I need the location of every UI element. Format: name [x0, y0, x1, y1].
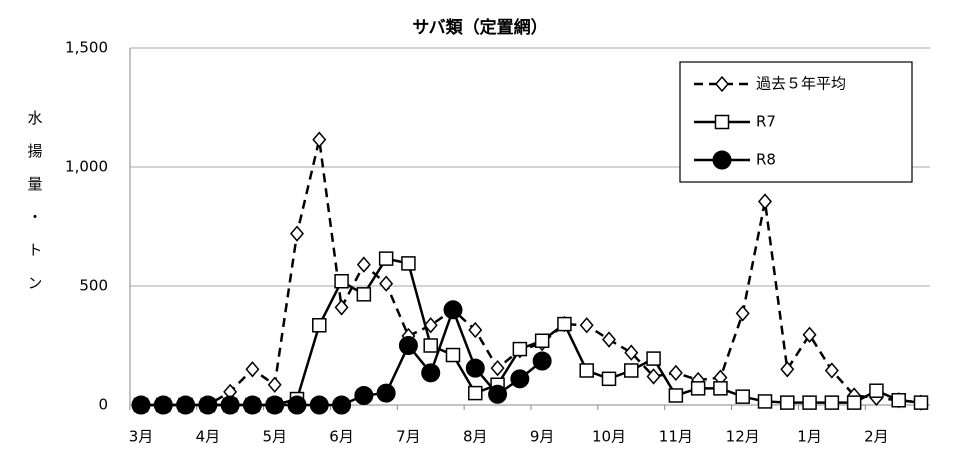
diamond-marker [780, 361, 795, 378]
circle-marker [421, 363, 441, 383]
diamond-marker [290, 225, 304, 242]
circle-marker [376, 383, 396, 403]
diamond-marker [579, 317, 594, 334]
x-tick-label: 2月 [864, 428, 889, 446]
diamond-marker [379, 275, 394, 292]
diamond-marker [468, 321, 483, 339]
square-marker [378, 251, 394, 266]
series-line [141, 139, 922, 407]
diamond-marker [334, 299, 349, 316]
x-tick-label: 5月 [262, 428, 287, 446]
diamond-marker [624, 344, 639, 361]
square-marker [824, 395, 840, 410]
circle-marker [398, 336, 418, 355]
x-tick-label: 6月 [329, 428, 354, 446]
square-marker [690, 381, 706, 396]
square-marker [334, 273, 349, 289]
circle-marker [510, 369, 530, 389]
series-line [141, 257, 922, 407]
square-marker [624, 363, 639, 378]
diamond-marker [267, 376, 282, 393]
square-marker [713, 381, 728, 396]
square-marker [468, 385, 483, 401]
square-marker [714, 114, 730, 130]
diamond-marker [602, 331, 616, 348]
diamond-marker [245, 361, 260, 378]
circle-marker [131, 395, 151, 415]
circle-marker [198, 395, 218, 415]
square-marker [534, 333, 550, 348]
square-marker [512, 341, 528, 357]
square-marker [802, 395, 817, 410]
circle-marker [443, 300, 463, 320]
x-tick-label: 10月 [592, 428, 626, 446]
circle-marker [488, 384, 508, 404]
diamond-marker [356, 256, 371, 273]
diamond-marker [715, 75, 729, 93]
circle-marker [220, 395, 240, 415]
circle-marker [287, 395, 307, 415]
diamond-marker [490, 359, 505, 377]
diamond-marker [423, 317, 438, 334]
diamond-marker [802, 326, 817, 343]
square-marker [445, 347, 461, 363]
x-tick-label: 11月 [659, 428, 693, 446]
circle-marker [176, 395, 196, 415]
square-marker [780, 395, 795, 410]
chart-title: サバ類（定置網） [412, 17, 547, 38]
square-marker [312, 318, 327, 333]
diamond-marker [668, 364, 683, 382]
y-tick-label: 1,000 [65, 158, 108, 176]
square-marker [579, 363, 594, 378]
circle-marker [332, 395, 352, 415]
square-marker [423, 338, 438, 353]
y-tick-label: 1,500 [65, 39, 108, 57]
y-axis-label: 水揚量・トン [26, 110, 44, 308]
square-marker [668, 388, 684, 403]
circle-marker [532, 351, 552, 371]
x-tick-label: 4月 [196, 428, 221, 446]
x-tick-label: 9月 [530, 428, 555, 446]
legend-label: R8 [756, 151, 776, 169]
square-marker [891, 392, 906, 408]
square-marker [401, 256, 416, 271]
x-tick-label: 3月 [129, 428, 154, 446]
square-marker [735, 389, 750, 404]
y-tick-label: 0 [98, 396, 108, 414]
x-tick-label: 8月 [463, 428, 488, 446]
x-tick-label: 7月 [396, 428, 421, 446]
diamond-marker [646, 368, 661, 385]
square-marker [757, 394, 773, 409]
circle-marker [153, 395, 173, 415]
circle-marker [242, 395, 262, 415]
legend-label: R7 [756, 113, 776, 131]
square-marker [913, 395, 929, 410]
square-marker [846, 395, 862, 410]
square-marker [601, 371, 617, 387]
diamond-marker [758, 193, 772, 210]
diamond-marker [312, 131, 327, 148]
circle-marker [465, 358, 485, 378]
square-marker [869, 383, 884, 398]
circle-marker [309, 395, 329, 415]
circle-marker [712, 150, 732, 170]
circle-marker [265, 395, 285, 415]
legend-label: 過去５年平均 [756, 75, 846, 93]
diamond-marker [824, 362, 839, 379]
square-marker [646, 351, 661, 366]
square-marker [356, 287, 372, 302]
circle-marker [354, 385, 374, 405]
x-tick-label: 12月 [726, 428, 760, 446]
y-tick-label: 500 [79, 277, 108, 295]
square-marker [557, 316, 572, 332]
diamond-marker [735, 305, 750, 322]
x-tick-label: 1月 [797, 428, 822, 446]
